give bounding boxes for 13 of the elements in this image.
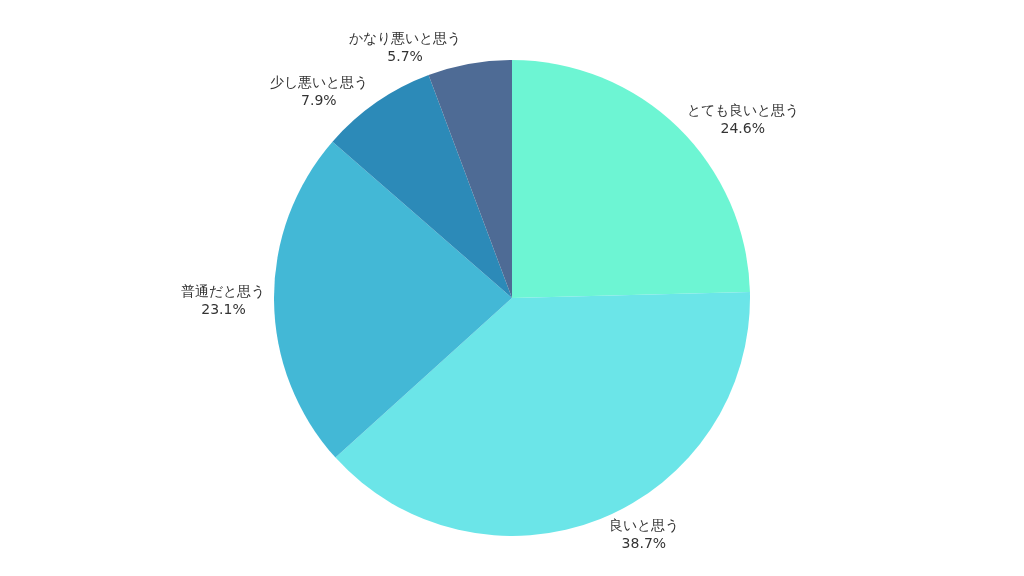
- slice-label: とても良いと思う: [686, 101, 799, 118]
- pie-slice: [428, 60, 512, 298]
- slice-label: かなり悪いと思う: [349, 30, 462, 47]
- slice-label: 少し悪いと思う: [269, 73, 368, 90]
- pie-slice: [274, 141, 512, 458]
- data-label: 7.9%: [301, 91, 337, 108]
- pie-slice: [335, 292, 750, 536]
- data-label: 24.6%: [720, 119, 765, 136]
- data-label: 23.1%: [201, 301, 246, 318]
- data-label: 5.7%: [387, 48, 423, 65]
- slice-label: 良いと思う: [608, 516, 679, 533]
- data-label: 38.7%: [621, 534, 667, 551]
- slice-label: 普通だと思う: [181, 283, 266, 300]
